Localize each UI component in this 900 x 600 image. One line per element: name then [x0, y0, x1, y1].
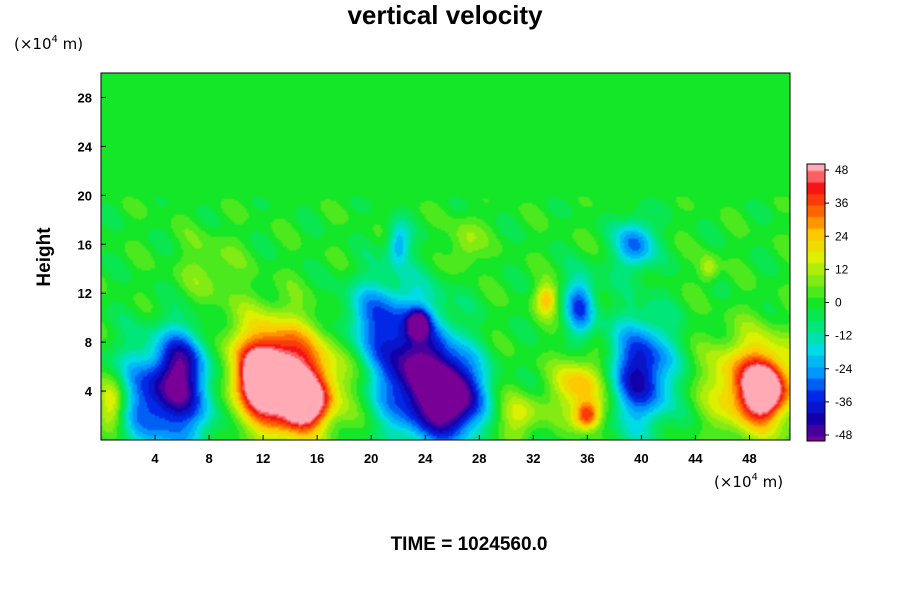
y-axis-unit: (×104 m)	[14, 34, 83, 53]
colorbar-tick-label: 24	[835, 229, 849, 243]
colorbar: 48 36 24 12 0 -12 -24 -36 -48	[806, 163, 853, 442]
x-tick-label: 12	[256, 451, 270, 466]
y-tick-label: 16	[78, 237, 92, 252]
x-tick-label: 44	[688, 451, 703, 466]
colorbar-tick-label: 36	[835, 196, 849, 210]
colorbar-ticks: 48 36 24 12 0 -12 -24 -36 -48	[825, 163, 853, 442]
x-tick-label: 8	[205, 451, 212, 466]
colorbar-tick-label: -48	[835, 428, 853, 442]
x-tick-label: 36	[580, 451, 594, 466]
x-tick-label: 40	[634, 451, 648, 466]
y-tick-label: 4	[85, 384, 93, 399]
heatmap-field	[101, 73, 790, 440]
plot-area	[100, 72, 791, 441]
x-tick-label: 48	[742, 451, 756, 466]
colorbar-tick-label: -24	[835, 362, 853, 376]
y-tick-label: 8	[85, 335, 92, 350]
x-tick-label: 16	[310, 451, 324, 466]
colorbar-gradient	[807, 164, 825, 441]
x-tick-label: 4	[151, 451, 159, 466]
time-label: TIME = 1024560.0	[391, 534, 548, 555]
y-tick-label: 28	[78, 90, 92, 105]
plot-frame	[100, 72, 791, 441]
x-tick-label: 24	[418, 451, 433, 466]
colorbar-tick-label: -36	[835, 395, 853, 409]
x-tick-label: 32	[526, 451, 540, 466]
y-tick-label: 12	[78, 286, 92, 301]
y-tick-label: 20	[78, 188, 92, 203]
x-axis-ticks: 4 8 12 16 20 24 28 32 36 40 44 48	[151, 435, 757, 466]
y-tick-label: 24	[78, 139, 93, 154]
x-tick-label: 20	[364, 451, 378, 466]
colorbar-tick-label: 12	[835, 262, 849, 276]
colorbar-tick-label: 0	[835, 296, 842, 310]
chart-title: vertical velocity	[347, 0, 543, 30]
x-tick-label: 28	[472, 451, 486, 466]
y-axis-ticks: 4 8 12 16 20 24 28	[78, 90, 106, 399]
x-axis-unit: (×104 m)	[714, 472, 783, 491]
colorbar-tick-label: 48	[835, 163, 849, 177]
colorbar-tick-label: -12	[835, 329, 853, 343]
y-axis-label: Height	[34, 227, 55, 287]
